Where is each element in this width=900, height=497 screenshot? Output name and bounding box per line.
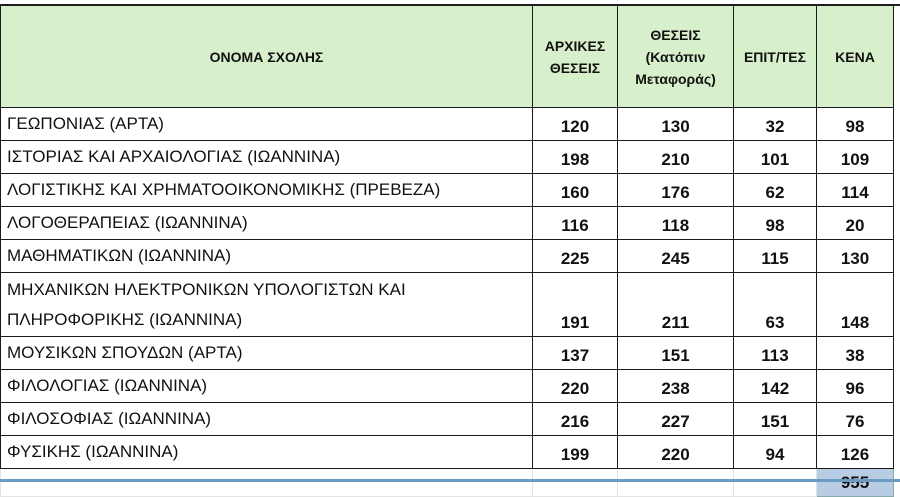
cell-vacant[interactable]: 109 [816, 140, 894, 174]
cell-vacant[interactable]: 126 [816, 435, 894, 469]
cell-initial[interactable]: 137 [532, 336, 618, 370]
cell-after[interactable]: 210 [617, 140, 734, 174]
cell-vacant[interactable]: 20 [816, 206, 894, 240]
header-after-line3: Μεταφοράς) [635, 70, 716, 87]
cell-initial[interactable]: 225 [532, 239, 618, 273]
cell-vacant[interactable]: 96 [816, 369, 894, 403]
header-after-line1: ΘΕΣΕΙΣ [650, 26, 701, 43]
header-row: ΟΝΟΜΑ ΣΧΟΛΗΣ ΑΡΧΙΚΕΣ ΘΕΣΕΙΣ ΘΕΣΕΙΣ (Κατόπ… [0, 5, 894, 108]
schools-table: ΟΝΟΜΑ ΣΧΟΛΗΣ ΑΡΧΙΚΕΣ ΘΕΣΕΙΣ ΘΕΣΕΙΣ (Κατόπ… [0, 5, 894, 497]
cell-successful[interactable]: 142 [733, 369, 817, 403]
cell-after[interactable]: 227 [617, 402, 734, 436]
table-row: ΓΕΩΠΟΝΙΑΣ (ΑΡΤΑ) 120 130 32 98 [0, 107, 894, 141]
cell-vacant[interactable]: 148 [816, 272, 894, 337]
cell-vacant[interactable]: 98 [816, 107, 894, 141]
cell-name[interactable]: ΜΗΧΑΝΙΚΩΝ ΗΛΕΚΤΡΟΝΙΚΩΝ ΥΠΟΛΟΓΙΣΤΩΝ ΚΑΙ Π… [0, 272, 533, 337]
table-row: ΛΟΓΙΣΤΙΚΗΣ ΚΑΙ ΧΡΗΜΑΤΟΟΙΚΟΝΟΜΙΚΗΣ (ΠΡΕΒΕ… [0, 173, 894, 207]
table-row: ΙΣΤΟΡΙΑΣ ΚΑΙ ΑΡΧΑΙΟΛΟΓΙΑΣ (ΙΩΑΝΝΙΝΑ) 198 2… [0, 140, 894, 174]
cell-name[interactable]: ΦΙΛΟΣΟΦΙΑΣ (ΙΩΑΝΝΙΝΑ) [0, 402, 533, 436]
table-row: ΜΗΧΑΝΙΚΩΝ ΗΛΕΚΤΡΟΝΙΚΩΝ ΥΠΟΛΟΓΙΣΤΩΝ ΚΑΙ Π… [0, 272, 894, 337]
cell-vacant[interactable]: 38 [816, 336, 894, 370]
cell-after[interactable]: 176 [617, 173, 734, 207]
header-initial[interactable]: ΑΡΧΙΚΕΣ ΘΕΣΕΙΣ [532, 5, 618, 108]
cell-initial[interactable]: 160 [532, 173, 618, 207]
empty-cell[interactable] [532, 468, 618, 497]
cell-vacant[interactable]: 130 [816, 239, 894, 273]
cell-name[interactable]: ΓΕΩΠΟΝΙΑΣ (ΑΡΤΑ) [0, 107, 533, 141]
cell-successful[interactable]: 115 [733, 239, 817, 273]
cell-initial[interactable]: 120 [532, 107, 618, 141]
header-initial-label: ΑΡΧΙΚΕΣ ΘΕΣΕΙΣ [544, 37, 606, 76]
table-row: ΦΥΣΙΚΗΣ (ΙΩΑΝΝΙΝΑ) 199 220 94 126 [0, 435, 894, 469]
cell-initial[interactable]: 216 [532, 402, 618, 436]
cell-vacant[interactable]: 114 [816, 173, 894, 207]
cell-successful[interactable]: 63 [733, 272, 817, 337]
cell-successful[interactable]: 101 [733, 140, 817, 174]
cell-successful[interactable]: 32 [733, 107, 817, 141]
table-row: ΜΑΘΗΜΑΤΙΚΩΝ (ΙΩΑΝΝΙΝΑ) 225 245 115 130 [0, 239, 894, 273]
cell-after[interactable]: 130 [617, 107, 734, 141]
cell-after[interactable]: 118 [617, 206, 734, 240]
cell-after[interactable]: 220 [617, 435, 734, 469]
cell-name[interactable]: ΛΟΓΙΣΤΙΚΗΣ ΚΑΙ ΧΡΗΜΑΤΟΟΙΚΟΝΟΜΙΚΗΣ (ΠΡΕΒΕ… [0, 173, 533, 207]
cell-initial[interactable]: 198 [532, 140, 618, 174]
cell-initial[interactable]: 191 [532, 272, 618, 337]
cell-successful[interactable]: 113 [733, 336, 817, 370]
empty-cell[interactable] [733, 468, 817, 497]
cell-initial[interactable]: 220 [532, 369, 618, 403]
table-row: ΦΙΛΟΛΟΓΙΑΣ (ΙΩΑΝΝΙΝΑ) 220 238 142 96 [0, 369, 894, 403]
cell-initial[interactable]: 199 [532, 435, 618, 469]
cell-successful[interactable]: 151 [733, 402, 817, 436]
cell-after[interactable]: 245 [617, 239, 734, 273]
table-row: ΜΟΥΣΙΚΩΝ ΣΠΟΥΔΩΝ (ΑΡΤΑ) 137 151 113 38 [0, 336, 894, 370]
cell-name[interactable]: ΜΟΥΣΙΚΩΝ ΣΠΟΥΔΩΝ (ΑΡΤΑ) [0, 336, 533, 370]
empty-cell[interactable] [617, 468, 734, 497]
cell-name[interactable]: ΙΣΤΟΡΙΑΣ ΚΑΙ ΑΡΧΑΙΟΛΟΓΙΑΣ (ΙΩΑΝΝΙΝΑ) [0, 140, 533, 174]
header-successful[interactable]: ΕΠΙΤ/ΤΕΣ [733, 5, 817, 108]
cell-initial[interactable]: 116 [532, 206, 618, 240]
total-vacant-cell[interactable]: 955 [816, 468, 894, 497]
cell-name[interactable]: ΜΑΘΗΜΑΤΙΚΩΝ (ΙΩΑΝΝΙΝΑ) [0, 239, 533, 273]
cell-after[interactable]: 238 [617, 369, 734, 403]
table-row: ΛΟΓΟΘΕΡΑΠΕΙΑΣ (ΙΩΑΝΝΙΝΑ) 116 118 98 20 [0, 206, 894, 240]
cell-after[interactable]: 211 [617, 272, 734, 337]
cell-successful[interactable]: 62 [733, 173, 817, 207]
cell-successful[interactable]: 94 [733, 435, 817, 469]
cell-vacant[interactable]: 76 [816, 402, 894, 436]
cell-name[interactable]: ΦΥΣΙΚΗΣ (ΙΩΑΝΝΙΝΑ) [0, 435, 533, 469]
header-after-transfer[interactable]: ΘΕΣΕΙΣ (Κατόπιν Μεταφοράς) [617, 5, 734, 108]
header-vacant[interactable]: ΚΕΝΑ [816, 5, 894, 108]
total-row: 955 [0, 468, 894, 497]
cell-name[interactable]: ΦΙΛΟΛΟΓΙΑΣ (ΙΩΑΝΝΙΝΑ) [0, 369, 533, 403]
header-after-line2: (Κατόπιν [645, 48, 706, 65]
header-name[interactable]: ΟΝΟΜΑ ΣΧΟΛΗΣ [0, 5, 533, 108]
selection-edge [0, 479, 900, 482]
table-row: ΦΙΛΟΣΟΦΙΑΣ (ΙΩΑΝΝΙΝΑ) 216 227 151 76 [0, 402, 894, 436]
empty-cell[interactable] [0, 468, 533, 497]
cell-successful[interactable]: 98 [733, 206, 817, 240]
cell-after[interactable]: 151 [617, 336, 734, 370]
cell-name[interactable]: ΛΟΓΟΘΕΡΑΠΕΙΑΣ (ΙΩΑΝΝΙΝΑ) [0, 206, 533, 240]
